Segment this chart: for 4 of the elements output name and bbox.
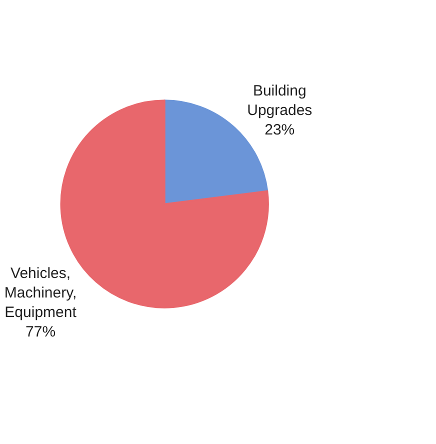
data-label: 77% xyxy=(26,324,56,341)
slice-label: Vehicles, Machinery, Equipment xyxy=(4,265,78,322)
data-label: 23% xyxy=(264,122,295,139)
slice-label: Building Upgrades xyxy=(247,82,312,120)
